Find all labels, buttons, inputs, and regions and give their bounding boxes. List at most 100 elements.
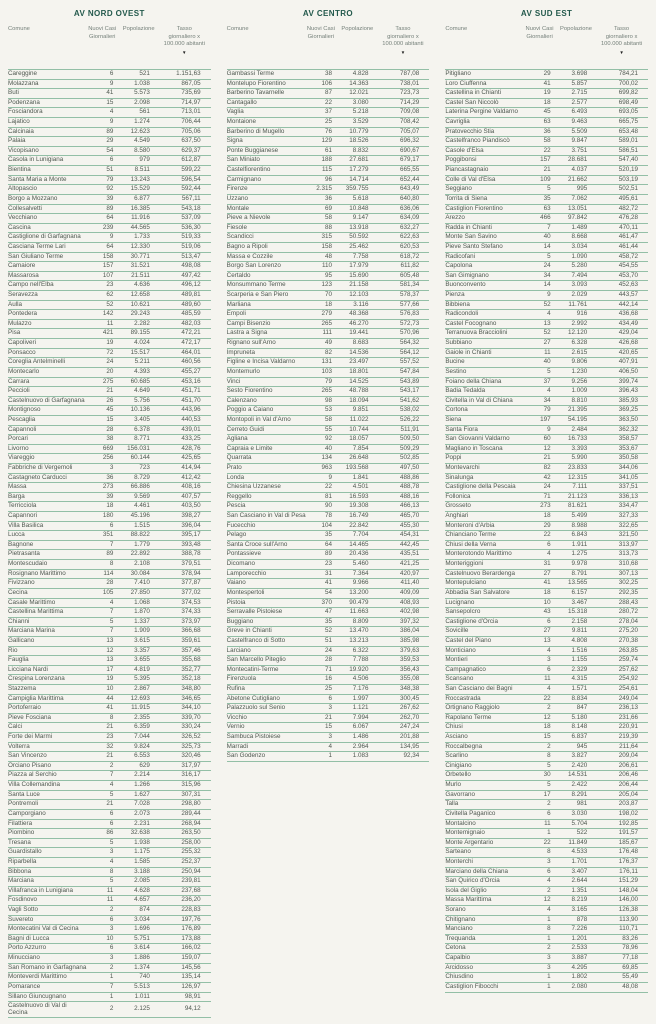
- cell-comune: Marciano della Chiana: [445, 867, 508, 875]
- cell-tasso: 344,10: [181, 704, 201, 712]
- cell-nuovi-casi: 9: [109, 118, 114, 126]
- cell-popolazione: 1.374: [134, 963, 150, 971]
- cell-nuovi-casi: 2: [547, 886, 551, 894]
- cell-tasso: 867,05: [181, 79, 201, 87]
- cell-comune: Vagli Sotto: [8, 906, 38, 914]
- cell-popolazione: 3.827: [571, 752, 588, 760]
- cell-popolazione: 6.359: [134, 723, 150, 731]
- cell-popolazione: 5.990: [571, 454, 588, 462]
- cell-comune: Vernio: [226, 723, 245, 731]
- cell-tasso: 599,22: [181, 166, 201, 174]
- cell-tasso: 362,32: [618, 425, 638, 433]
- cell-popolazione: 2.098: [134, 98, 150, 106]
- cell-nuovi-casi: 5: [547, 252, 551, 260]
- cell-nuovi-casi: 58: [325, 415, 333, 423]
- cell-tasso: 300,45: [400, 694, 420, 702]
- cell-tasso: 634,09: [400, 214, 420, 222]
- cell-nuovi-casi: 22: [543, 146, 551, 154]
- cell-nuovi-casi: 62: [106, 291, 114, 299]
- cell-comune: Montemurlo: [226, 367, 260, 375]
- table-row: Massa e Cozzile 48 7.758 618,72: [226, 252, 430, 263]
- cell-nuovi-casi: 42: [543, 473, 551, 481]
- cell-popolazione: 3.751: [571, 146, 588, 154]
- table-row: Pieve Santo Stefano 14 3.034 461,44: [445, 243, 648, 253]
- cell-tasso: 643,49: [400, 185, 420, 193]
- cell-popolazione: 1.201: [571, 934, 588, 942]
- cell-comune: San Gimignano: [445, 271, 489, 279]
- cell-popolazione: 1.351: [571, 886, 588, 894]
- cell-comune: Subbiano: [445, 339, 472, 347]
- cell-tasso: 403,50: [181, 502, 201, 510]
- column-header-tasso[interactable]: Tasso giornaliero x 100.000 abitanti ▼: [377, 26, 430, 55]
- table-row: Calenzano 98 18.094 541,62: [226, 397, 430, 407]
- cell-comune: Viareggio: [8, 454, 35, 462]
- column-header-tasso[interactable]: Tasso giornaliero x 100.000 abitanti ▼: [158, 26, 211, 55]
- cell-popolazione: 11.915: [131, 704, 150, 712]
- cell-tasso: 436,68: [618, 310, 638, 318]
- cell-nuovi-casi: 3: [109, 848, 114, 856]
- cell-comune: Casole d'Elsa: [445, 146, 484, 154]
- cell-popolazione: 1.090: [571, 252, 588, 260]
- cell-comune: Bucine: [445, 358, 465, 366]
- cell-nuovi-casi: 31: [325, 569, 333, 577]
- cell-tasso: 482,72: [618, 204, 638, 212]
- cell-tasso: 94,12: [184, 1005, 201, 1013]
- cell-comune: Bagno a Ripoli: [226, 242, 268, 250]
- cell-tasso: 461,44: [618, 242, 638, 250]
- cell-nuovi-casi: 111: [322, 329, 333, 337]
- cell-nuovi-casi: 90: [325, 502, 333, 510]
- sort-desc-icon[interactable]: ▼: [619, 49, 624, 55]
- cell-comune: Fosciandora: [8, 108, 43, 116]
- sort-desc-icon[interactable]: ▼: [182, 49, 187, 55]
- cell-popolazione: 2.422: [571, 781, 588, 789]
- cell-comune: Poppi: [445, 454, 462, 462]
- cell-tasso: 337,51: [618, 483, 638, 491]
- table-row: Forte dei Marmi 23 7.044 326,52: [8, 733, 211, 743]
- cell-tasso: 443,96: [181, 406, 201, 414]
- table-row: Bientina 51 8.511 599,22: [8, 166, 211, 176]
- table-row: Portoferraio 41 11.915 344,10: [8, 704, 211, 714]
- cell-popolazione: 2.214: [134, 771, 150, 779]
- cell-nuovi-casi: 421: [102, 329, 114, 337]
- cell-popolazione: 7.028: [134, 800, 150, 808]
- cell-comune: Monteriggioni: [445, 560, 484, 568]
- cell-comune: Porto Azzurro: [8, 944, 47, 952]
- table-row: Pontremoli 21 7.028 298,80: [8, 800, 211, 810]
- cell-tasso: 465,70: [400, 512, 420, 520]
- cell-popolazione: 12.315: [567, 473, 588, 481]
- cell-nuovi-casi: 129: [321, 137, 333, 145]
- cell-tasso: 564,12: [400, 348, 420, 356]
- cell-popolazione: 20.436: [349, 550, 369, 558]
- cell-comune: Arcidosso: [445, 963, 473, 971]
- table-row: Borgo San Lorenzo 110 17.979 611,82: [226, 262, 430, 272]
- cell-tasso: 679,17: [400, 156, 420, 164]
- column-header-tasso[interactable]: Tasso giornaliero x 100.000 abitanti ▼: [595, 26, 648, 55]
- cell-popolazione: 7.758: [352, 252, 369, 260]
- cell-nuovi-casi: 4: [547, 685, 551, 692]
- cell-nuovi-casi: 315: [321, 233, 333, 241]
- cell-nuovi-casi: 8: [109, 560, 114, 568]
- cell-nuovi-casi: 18: [106, 502, 114, 510]
- cell-popolazione: 9.463: [571, 118, 588, 126]
- table-row: Murlo 5 2.422 206,44: [445, 781, 648, 791]
- cell-tasso: 262,70: [400, 713, 420, 721]
- cell-comune: Montecarlo: [8, 367, 40, 375]
- table-row: Barga 39 9.569 407,57: [8, 493, 211, 503]
- table-row: Firenze 2.315 359.755 643,49: [226, 185, 430, 195]
- cell-nuovi-casi: 4: [547, 387, 551, 395]
- cell-tasso: 280,72: [618, 608, 638, 616]
- cell-popolazione: 10.779: [349, 127, 369, 135]
- cell-tasso: 385,93: [618, 396, 638, 404]
- cell-nuovi-casi: 19: [106, 675, 114, 683]
- cell-nuovi-casi: 41: [106, 89, 114, 97]
- cell-popolazione: 1.275: [571, 550, 588, 558]
- sort-desc-icon[interactable]: ▼: [400, 49, 406, 55]
- table-row: Castiglione d'Orcia 6 2.158 278,04: [445, 618, 648, 628]
- cell-tasso: 705,07: [400, 127, 420, 135]
- cell-popolazione: 27.681: [349, 156, 369, 164]
- cell-popolazione: 10.136: [130, 406, 150, 414]
- cell-tasso: 339,70: [181, 713, 201, 721]
- cell-tasso: 77,18: [622, 954, 638, 962]
- cell-nuovi-casi: 3: [328, 704, 333, 712]
- cell-nuovi-casi: 18: [325, 300, 333, 308]
